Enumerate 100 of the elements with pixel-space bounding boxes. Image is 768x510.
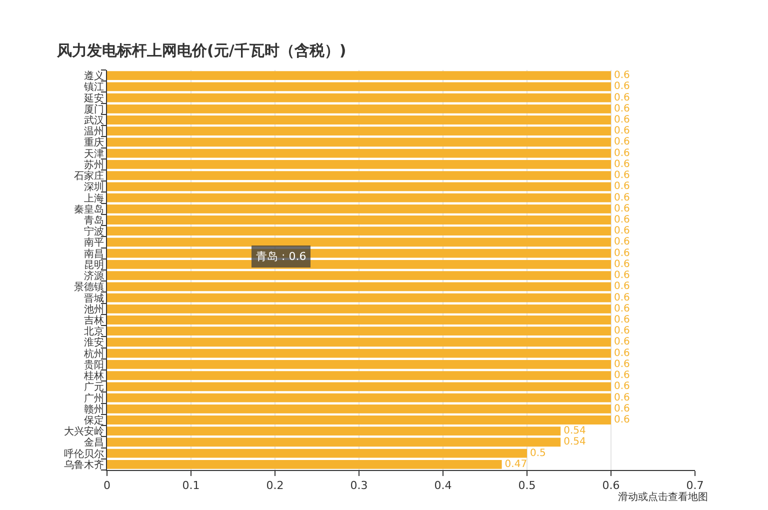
data-label: 0.6 bbox=[614, 236, 630, 248]
bar bbox=[107, 126, 611, 136]
bar bbox=[107, 460, 502, 469]
y-tick-label: 保定 bbox=[84, 414, 104, 426]
y-tick-label: 广元 bbox=[84, 381, 104, 394]
y-tick-label: 呼伦贝尔 bbox=[64, 448, 104, 460]
y-tick-label: 南昌 bbox=[84, 248, 104, 260]
y-tick-label: 北京 bbox=[84, 326, 104, 338]
bar bbox=[107, 338, 611, 347]
data-label: 0.6 bbox=[614, 258, 630, 270]
data-label: 0.6 bbox=[614, 336, 630, 348]
x-tick-label: 0.7 bbox=[686, 479, 704, 492]
data-label: 0.54 bbox=[564, 436, 586, 448]
bar bbox=[107, 71, 611, 80]
y-tick-label: 南平 bbox=[84, 236, 104, 249]
data-label: 0.6 bbox=[614, 192, 630, 204]
y-tick-label: 景德镇 bbox=[74, 281, 104, 294]
data-label: 0.6 bbox=[614, 136, 630, 148]
y-tick-label: 广州 bbox=[84, 392, 104, 404]
y-tick-label: 大兴安岭 bbox=[64, 426, 104, 438]
data-label: 0.6 bbox=[614, 248, 630, 259]
bar bbox=[107, 382, 611, 392]
chart-title: 风力发电标杆上网电价(元/千瓦时（含税）) bbox=[56, 41, 346, 60]
data-label: 0.5 bbox=[530, 448, 546, 459]
data-label: 0.6 bbox=[614, 392, 630, 404]
data-label: 0.6 bbox=[614, 358, 630, 370]
bar bbox=[107, 204, 611, 214]
y-tick-label: 重庆 bbox=[84, 136, 104, 149]
y-tick-label: 池州 bbox=[84, 303, 104, 316]
y-tick-label: 贵阳 bbox=[84, 358, 104, 371]
y-tick-label: 吉林 bbox=[84, 314, 104, 326]
y-tick-label: 宁波 bbox=[84, 226, 104, 238]
bar bbox=[107, 193, 611, 202]
bar bbox=[107, 326, 611, 336]
bar bbox=[107, 226, 611, 236]
data-label: 0.6 bbox=[614, 348, 630, 359]
data-label: 0.6 bbox=[614, 103, 630, 114]
y-tick-label: 乌鲁木齐 bbox=[64, 458, 104, 471]
data-label: 0.6 bbox=[614, 114, 630, 126]
bar bbox=[107, 282, 611, 292]
bar bbox=[107, 393, 611, 402]
y-tick-label: 石家庄 bbox=[74, 170, 104, 182]
data-label: 0.54 bbox=[564, 426, 586, 437]
y-tick-label: 秦皇岛 bbox=[74, 203, 104, 216]
data-label: 0.6 bbox=[614, 381, 630, 392]
data-label: 0.6 bbox=[614, 226, 630, 237]
data-label: 0.6 bbox=[614, 81, 630, 92]
y-tick-label: 济源 bbox=[84, 270, 104, 282]
data-label: 0.47 bbox=[504, 458, 528, 470]
y-tick-label: 青岛 bbox=[84, 214, 104, 226]
x-tick-label: 0.3 bbox=[350, 479, 368, 492]
bar bbox=[107, 182, 611, 192]
bar bbox=[107, 293, 611, 302]
bar bbox=[107, 138, 611, 147]
y-tick-label: 深圳 bbox=[84, 181, 104, 194]
x-tick-label: 0 bbox=[104, 479, 110, 492]
y-tick-label: 杭州 bbox=[83, 348, 104, 360]
bar bbox=[107, 82, 611, 92]
data-label: 0.6 bbox=[614, 270, 630, 282]
data-label: 0.6 bbox=[614, 203, 630, 214]
bar bbox=[107, 348, 611, 358]
data-label: 0.6 bbox=[614, 170, 630, 182]
data-label: 0.6 bbox=[614, 326, 630, 337]
bar bbox=[107, 148, 611, 158]
data-label: 0.6 bbox=[614, 181, 630, 192]
bar bbox=[107, 238, 611, 247]
bar bbox=[107, 93, 611, 102]
data-label: 0.6 bbox=[614, 414, 630, 426]
y-tick-label: 桂林 bbox=[83, 370, 104, 382]
x-tick-label: 0.6 bbox=[602, 479, 620, 492]
y-tick-label: 武汉 bbox=[84, 114, 104, 126]
annotation: 青岛 : 0.6 bbox=[256, 250, 306, 263]
data-label: 0.6 bbox=[614, 126, 630, 137]
bar bbox=[107, 426, 561, 436]
bar bbox=[107, 216, 611, 224]
y-tick-label: 延安 bbox=[83, 92, 104, 104]
bar bbox=[107, 371, 611, 380]
data-label: 0.6 bbox=[614, 370, 630, 382]
bar bbox=[107, 404, 611, 414]
y-tick-label: 镇江 bbox=[83, 81, 104, 94]
bar bbox=[107, 316, 611, 324]
bar bbox=[107, 104, 611, 114]
y-tick-label: 苏州 bbox=[84, 158, 104, 171]
y-tick-label: 厦门 bbox=[84, 103, 104, 116]
y-tick-label: 晋城 bbox=[84, 292, 104, 304]
data-label: 0.6 bbox=[614, 158, 630, 170]
bar bbox=[107, 304, 611, 314]
bar bbox=[107, 116, 611, 124]
y-tick-label: 遵义 bbox=[84, 70, 104, 82]
data-label: 0.6 bbox=[614, 214, 630, 226]
x-tick-label: 0.1 bbox=[182, 479, 200, 492]
data-label: 0.6 bbox=[614, 70, 630, 82]
data-label: 0.6 bbox=[614, 281, 630, 292]
data-label: 0.6 bbox=[614, 403, 630, 414]
y-tick-label: 温州 bbox=[84, 126, 104, 138]
data-label: 0.6 bbox=[614, 303, 630, 314]
y-tick-label: 金昌 bbox=[84, 436, 104, 449]
bar bbox=[107, 416, 611, 424]
x-tick-label: 0.5 bbox=[518, 479, 536, 492]
bar bbox=[107, 171, 611, 180]
